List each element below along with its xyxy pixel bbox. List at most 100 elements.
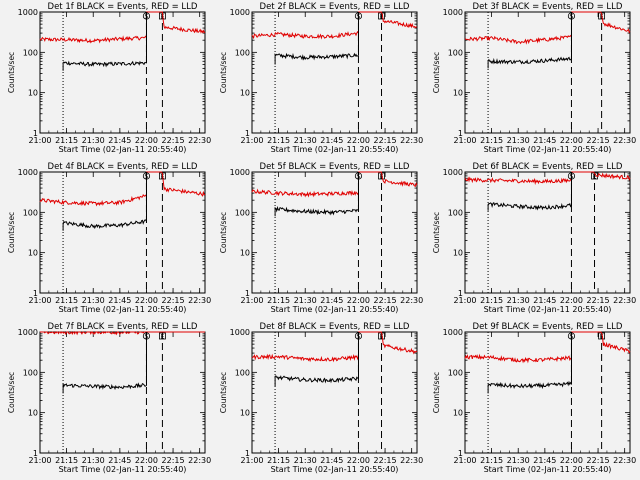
y-axis-label: Counts/sec bbox=[7, 212, 16, 253]
x-tick-label: 21:15 bbox=[480, 456, 503, 465]
y-tick-label: 1000 bbox=[18, 8, 38, 17]
x-tick-label: 22:00 bbox=[560, 456, 583, 465]
y-tick-label: 10 bbox=[453, 249, 463, 258]
chart-title: Det 2f BLACK = Events, RED = LLD bbox=[260, 2, 410, 12]
y-tick-label: 1 bbox=[458, 449, 463, 458]
x-tick-label: 21:45 bbox=[320, 456, 343, 465]
x-tick-label: 22:00 bbox=[347, 136, 370, 145]
y-tick-label: 1 bbox=[33, 129, 38, 138]
y-tick-label: 10 bbox=[28, 89, 38, 98]
x-axis-label: Start Time (02-Jan-11 20:55:40) bbox=[484, 465, 612, 474]
events-series-line bbox=[62, 332, 147, 394]
y-axis-label: Counts/sec bbox=[219, 372, 228, 413]
y-tick-label: 1000 bbox=[18, 328, 38, 337]
end-flag-label: E bbox=[380, 14, 384, 21]
x-axis-label: Start Time (02-Jan-11 20:55:40) bbox=[271, 305, 399, 314]
x-tick-label: 22:00 bbox=[135, 136, 158, 145]
x-axis-label: Start Time (02-Jan-11 20:55:40) bbox=[59, 465, 187, 474]
events-series-line bbox=[62, 172, 147, 231]
y-tick-label: 10 bbox=[240, 409, 250, 418]
detector-chart-5: Det 5f BLACK = Events, RED = LLD 1 10 100 10… bbox=[219, 162, 423, 314]
x-tick-label: 22:30 bbox=[188, 136, 211, 145]
chart-title: Det 3f BLACK = Events, RED = LLD bbox=[473, 2, 623, 12]
y-tick-label: 1000 bbox=[230, 168, 250, 177]
x-tick-label: 21:00 bbox=[453, 296, 476, 305]
lld-series-line bbox=[251, 331, 418, 363]
y-tick-label: 1 bbox=[458, 129, 463, 138]
x-tick-label: 22:15 bbox=[162, 456, 185, 465]
y-tick-label: 10 bbox=[240, 249, 250, 258]
y-tick-label: 100 bbox=[448, 208, 463, 217]
x-tick-label: 22:15 bbox=[374, 296, 397, 305]
chart-title: Det 7f BLACK = Events, RED = LLD bbox=[48, 322, 198, 332]
y-tick-label: 1000 bbox=[18, 168, 38, 177]
y-axis-label: Counts/sec bbox=[219, 212, 228, 253]
x-axis-label: Start Time (02-Jan-11 20:55:40) bbox=[484, 145, 612, 154]
end-flag-label: E bbox=[600, 334, 604, 341]
plot-frame bbox=[251, 171, 418, 294]
y-axis-label: Counts/sec bbox=[7, 372, 16, 413]
x-tick-label: 21:00 bbox=[453, 456, 476, 465]
plot-frame bbox=[39, 171, 206, 294]
x-tick-label: 21:45 bbox=[108, 296, 131, 305]
x-tick-label: 22:15 bbox=[587, 296, 610, 305]
x-tick-label: 22:30 bbox=[613, 456, 636, 465]
x-tick-label: 21:00 bbox=[240, 456, 263, 465]
lld-series-line bbox=[39, 11, 206, 44]
x-tick-label: 22:30 bbox=[188, 296, 211, 305]
x-tick-label: 21:00 bbox=[28, 456, 51, 465]
x-tick-label: 21:15 bbox=[480, 136, 503, 145]
y-tick-label: 1 bbox=[245, 129, 250, 138]
x-tick-label: 22:30 bbox=[613, 296, 636, 305]
y-tick-label: 1000 bbox=[230, 8, 250, 17]
x-tick-label: 21:00 bbox=[240, 296, 263, 305]
end-flag-label: E bbox=[380, 334, 384, 341]
y-tick-label: 1000 bbox=[230, 328, 250, 337]
x-tick-label: 22:30 bbox=[188, 456, 211, 465]
x-tick-label: 21:30 bbox=[82, 296, 105, 305]
y-tick-label: 1000 bbox=[443, 168, 463, 177]
x-tick-label: 22:30 bbox=[400, 456, 423, 465]
x-tick-label: 21:15 bbox=[267, 136, 290, 145]
x-tick-label: 22:15 bbox=[162, 296, 185, 305]
x-tick-label: 21:15 bbox=[480, 296, 503, 305]
x-tick-label: 21:45 bbox=[533, 456, 556, 465]
x-tick-label: 22:30 bbox=[400, 136, 423, 145]
x-tick-label: 22:00 bbox=[347, 296, 370, 305]
detector-chart-2: Det 2f BLACK = Events, RED = LLD 1 10 100 10… bbox=[219, 2, 423, 154]
x-tick-label: 21:30 bbox=[507, 136, 530, 145]
x-tick-label: 21:45 bbox=[320, 136, 343, 145]
x-tick-label: 22:00 bbox=[135, 456, 158, 465]
events-series-line bbox=[274, 12, 359, 65]
x-tick-label: 21:30 bbox=[82, 456, 105, 465]
events-series-line bbox=[487, 12, 572, 69]
x-tick-label: 21:30 bbox=[507, 296, 530, 305]
y-tick-label: 1000 bbox=[443, 8, 463, 17]
x-tick-label: 21:30 bbox=[294, 136, 317, 145]
y-tick-label: 1 bbox=[245, 449, 250, 458]
x-tick-label: 21:00 bbox=[453, 136, 476, 145]
detector-chart-9: Det 9f BLACK = Events, RED = LLD 1 10 100 10… bbox=[432, 322, 636, 474]
plot-frame bbox=[39, 11, 206, 134]
events-series-line bbox=[62, 12, 147, 71]
x-tick-label: 21:15 bbox=[55, 456, 78, 465]
x-tick-label: 22:00 bbox=[560, 136, 583, 145]
y-tick-label: 100 bbox=[235, 208, 250, 217]
x-axis-label: Start Time (02-Jan-11 20:55:40) bbox=[271, 465, 399, 474]
chart-title: Det 5f BLACK = Events, RED = LLD bbox=[260, 162, 410, 172]
y-tick-label: 10 bbox=[28, 409, 38, 418]
x-axis-label: Start Time (02-Jan-11 20:55:40) bbox=[271, 145, 399, 154]
x-tick-label: 21:30 bbox=[507, 456, 530, 465]
detector-chart-3: Det 3f BLACK = Events, RED = LLD 1 10 100 10… bbox=[432, 2, 636, 154]
events-series-line bbox=[487, 172, 572, 211]
lld-series-line bbox=[464, 171, 631, 186]
x-tick-label: 22:15 bbox=[587, 456, 610, 465]
end-flag-label: E bbox=[380, 174, 384, 181]
x-tick-label: 21:45 bbox=[108, 136, 131, 145]
end-flag-label: E bbox=[593, 174, 597, 181]
y-tick-label: 1 bbox=[458, 289, 463, 298]
plot-frame bbox=[464, 331, 631, 454]
x-axis-label: Start Time (02-Jan-11 20:55:40) bbox=[484, 305, 612, 314]
x-tick-label: 22:00 bbox=[347, 456, 370, 465]
y-axis-label: Counts/sec bbox=[432, 212, 441, 253]
